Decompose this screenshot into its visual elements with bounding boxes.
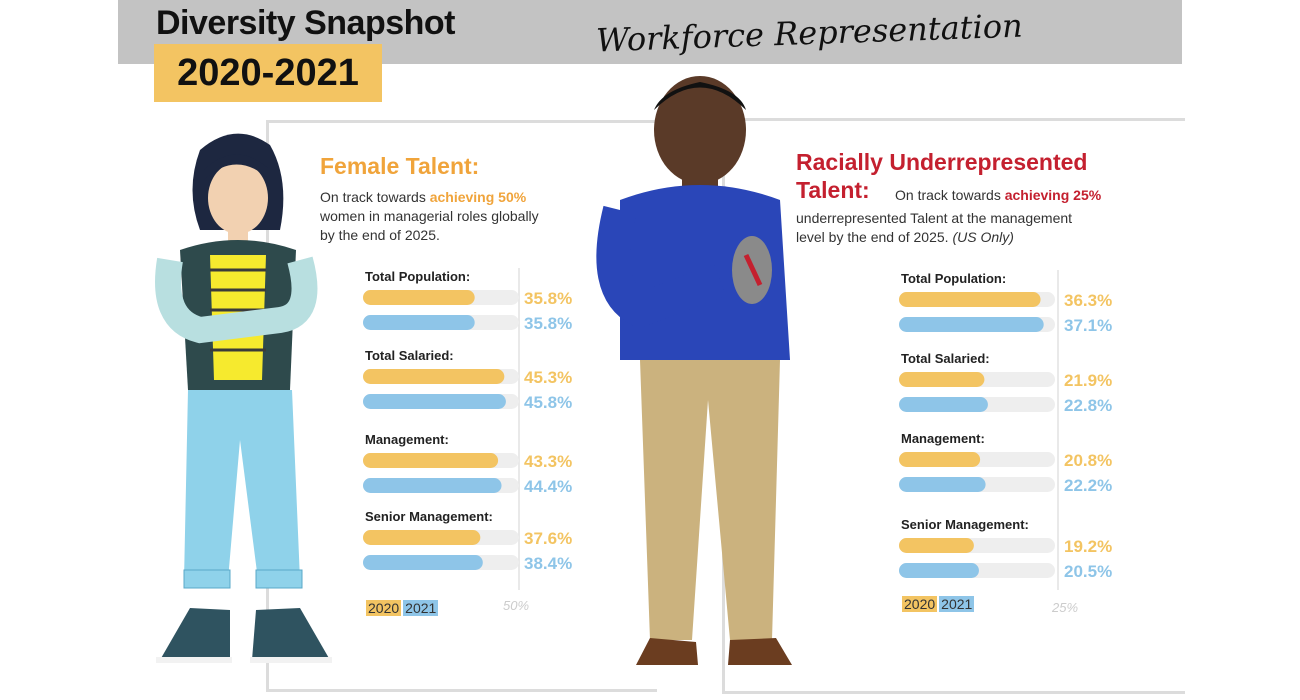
legend-2021: 2021 (403, 600, 439, 616)
category-label: Senior Management: (901, 517, 1029, 532)
category-label: Management: (901, 431, 985, 446)
bar-2020 (899, 538, 974, 553)
data-label: 45.3% (524, 368, 572, 387)
category-label: Total Population: (901, 271, 1006, 286)
data-label: 36.3% (1064, 291, 1112, 310)
female-description: On track towards achieving 50% women in … (320, 188, 620, 245)
female-legend: 2020 2021 (366, 600, 439, 616)
data-label: 20.5% (1064, 562, 1112, 581)
data-label: 19.2% (1064, 537, 1112, 556)
bar-2020 (899, 292, 1041, 307)
data-label: 20.8% (1064, 451, 1112, 470)
racial-desc-highlight: achieving 25% (1004, 187, 1102, 203)
bar-2021 (899, 477, 986, 492)
woman-illustration (155, 133, 332, 663)
racial-target-label: 25% (1052, 600, 1079, 615)
racial-description: underrepresented Talent at the managemen… (796, 209, 1156, 247)
data-label: 22.2% (1064, 476, 1112, 495)
bar-2021 (899, 563, 979, 578)
category-label: Senior Management: (365, 509, 493, 524)
page-title: Diversity Snapshot (156, 4, 455, 42)
data-label: 38.4% (524, 554, 572, 573)
legend-2020: 2020 (366, 600, 402, 616)
bar-2020 (899, 372, 985, 387)
bar-2021 (363, 555, 483, 570)
data-label: 21.9% (1064, 371, 1112, 390)
category-label: Total Salaried: (365, 348, 454, 363)
racial-desc-top: On track towards achieving 25% (895, 186, 1155, 205)
year-badge: 2020-2021 (154, 44, 382, 102)
racial-desc-note: (US Only) (952, 229, 1014, 245)
female-heading: Female Talent: (320, 153, 480, 179)
bar-2021 (899, 397, 988, 412)
female-desc-line3: by the end of 2025. (320, 227, 440, 243)
legend-2021-racial: 2021 (939, 596, 975, 612)
category-label: Management: (365, 432, 449, 447)
female-desc-line2: women in managerial roles globally (320, 208, 539, 224)
bar-2021 (363, 478, 502, 493)
man-illustration (596, 76, 792, 665)
female-target-label: 50% (503, 598, 530, 613)
data-label: 35.8% (524, 289, 572, 308)
bar-2020 (363, 290, 475, 305)
racial-heading-line2: Talent: (796, 177, 870, 203)
data-label: 43.3% (524, 452, 572, 471)
legend-2020-racial: 2020 (902, 596, 938, 612)
racial-desc-line2: underrepresented Talent at the managemen… (796, 210, 1073, 226)
bar-2020 (363, 530, 481, 545)
bar-2020 (899, 452, 981, 467)
data-label: 37.6% (524, 529, 572, 548)
racial-heading-line1: Racially Underrepresented (796, 149, 1088, 175)
racial-desc-line3: level by the end of 2025. (796, 229, 953, 245)
bar-2020 (363, 453, 499, 468)
bar-2021 (899, 317, 1044, 332)
female-desc-highlight: achieving 50% (429, 189, 527, 205)
racial-desc-prefix: On track towards (895, 187, 1005, 203)
data-label: 22.8% (1064, 396, 1112, 415)
racial-legend: 2020 2021 (902, 596, 975, 612)
data-label: 37.1% (1064, 316, 1112, 335)
female-desc-prefix: On track towards (320, 189, 430, 205)
data-label: 45.8% (524, 393, 572, 412)
racial-heading: Racially Underrepresented Talent: (796, 148, 1087, 204)
data-label: 44.4% (524, 477, 572, 496)
bar-2021 (363, 315, 475, 330)
bar-2021 (363, 394, 506, 409)
category-label: Total Population: (365, 269, 470, 284)
category-label: Total Salaried: (901, 351, 990, 366)
data-label: 35.8% (524, 314, 572, 333)
bar-2020 (363, 369, 505, 384)
